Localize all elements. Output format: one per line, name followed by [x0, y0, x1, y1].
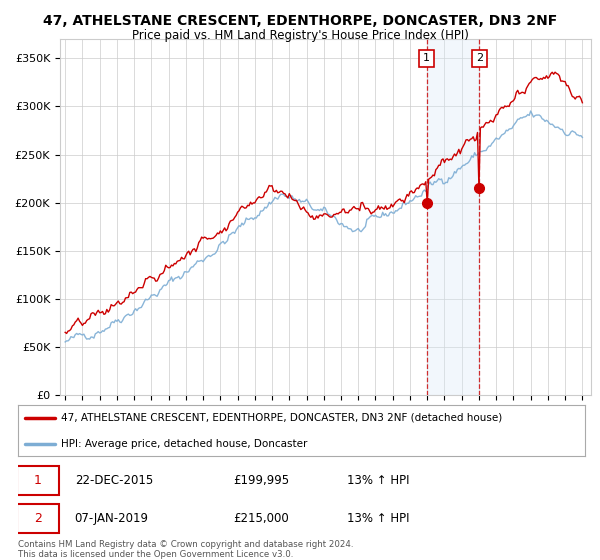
- Text: HPI: Average price, detached house, Doncaster: HPI: Average price, detached house, Donc…: [61, 438, 307, 449]
- Text: 47, ATHELSTANE CRESCENT, EDENTHORPE, DONCASTER, DN3 2NF (detached house): 47, ATHELSTANE CRESCENT, EDENTHORPE, DON…: [61, 413, 502, 423]
- Text: £199,995: £199,995: [233, 474, 290, 487]
- Text: 13% ↑ HPI: 13% ↑ HPI: [347, 512, 409, 525]
- Bar: [427, 39, 479, 395]
- FancyBboxPatch shape: [17, 465, 59, 496]
- Text: Price paid vs. HM Land Registry's House Price Index (HPI): Price paid vs. HM Land Registry's House …: [131, 29, 469, 42]
- Text: 22-DEC-2015: 22-DEC-2015: [75, 474, 153, 487]
- Text: Contains HM Land Registry data © Crown copyright and database right 2024.
This d: Contains HM Land Registry data © Crown c…: [18, 540, 353, 559]
- Text: 07-JAN-2019: 07-JAN-2019: [75, 512, 149, 525]
- Text: 47, ATHELSTANE CRESCENT, EDENTHORPE, DONCASTER, DN3 2NF: 47, ATHELSTANE CRESCENT, EDENTHORPE, DON…: [43, 14, 557, 28]
- Text: 13% ↑ HPI: 13% ↑ HPI: [347, 474, 409, 487]
- Text: 2: 2: [476, 53, 483, 63]
- Text: 1: 1: [423, 53, 430, 63]
- FancyBboxPatch shape: [17, 503, 59, 534]
- Text: £215,000: £215,000: [233, 512, 289, 525]
- Text: 1: 1: [34, 474, 42, 487]
- Text: 2: 2: [34, 512, 42, 525]
